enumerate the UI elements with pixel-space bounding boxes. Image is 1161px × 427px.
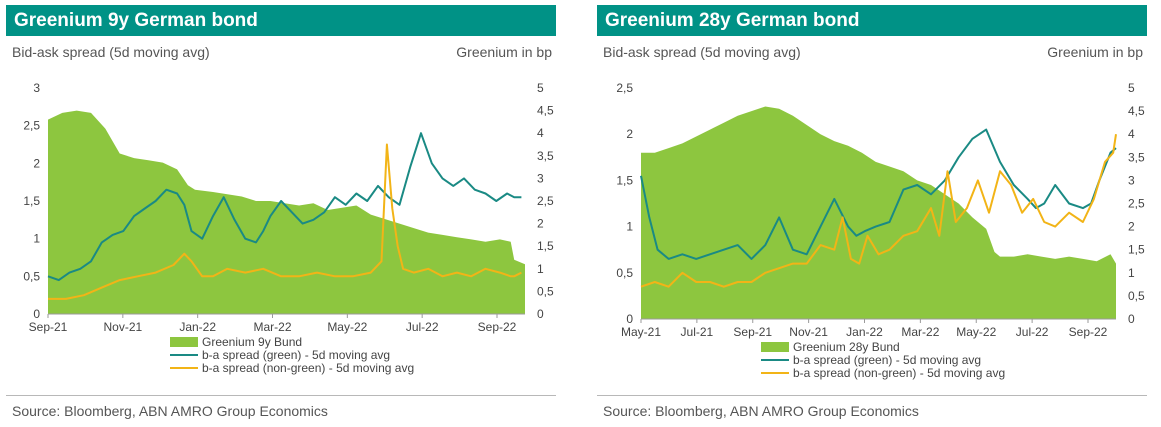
y-left-tick-label: 1: [33, 232, 40, 246]
y-left-tick-label: 3: [33, 81, 40, 95]
legend-label: Greenium 28y Bund: [793, 340, 900, 354]
x-tick-label: Jul-21: [681, 325, 714, 339]
right-axis-label: Greenium in bp: [456, 44, 552, 60]
y-right-tick-label: 2: [537, 217, 544, 231]
line-series-green-spread: [640, 128, 1117, 260]
y-right-tick-label: 4,5: [1128, 104, 1145, 118]
y-right-tick-label: 2: [1128, 220, 1135, 234]
y-right-tick-label: 3: [1128, 173, 1135, 187]
y-right-tick-label: 0,5: [537, 284, 554, 298]
y-right-tick-label: 0: [537, 307, 544, 321]
x-tick-label: Sep-22: [478, 320, 517, 334]
y-right-tick-label: 5: [537, 81, 544, 95]
y-right-tick-label: 1,5: [537, 239, 554, 253]
divider: [6, 395, 556, 396]
y-right-tick-label: 4: [1128, 127, 1135, 141]
y-right-tick-label: 1: [537, 262, 544, 276]
chart-28y: 0 0,5 1 1,5 2 2,5 0 0,5 1 1,5 2 2,5 3 3,5 4 4,5 5 May-21 J…: [616, 81, 1145, 380]
y-left-tick-label: 0,5: [23, 269, 40, 283]
y-left-tick-label: 2,5: [616, 81, 633, 95]
right-axis-label: Greenium in bp: [1047, 44, 1143, 60]
x-tick-label: Mar-22: [253, 320, 291, 334]
chart-title: Greenium 28y German bond: [597, 5, 1147, 36]
left-axis-label: Bid-ask spread (5d moving avg): [12, 44, 210, 60]
y-right-tick-label: 0,5: [1128, 289, 1145, 303]
legend-swatch: [761, 342, 789, 352]
y-left-tick-label: 0: [626, 312, 633, 326]
y-left-tick-label: 1: [626, 220, 633, 234]
legend-label: b-a spread (non-green) - 5d moving avg: [793, 366, 1005, 380]
x-tick-label: Sep-21: [29, 320, 68, 334]
source-note: Source: Bloomberg, ABN AMRO Group Econom…: [12, 403, 328, 419]
x-tick-label: Sep-22: [1069, 325, 1108, 339]
legend-label: Greenium 9y Bund: [202, 335, 302, 349]
x-tick-label: May-22: [956, 325, 996, 339]
y-right-tick-label: 1,5: [1128, 243, 1145, 257]
y-right-tick-label: 3,5: [537, 149, 554, 163]
chart-title: Greenium 9y German bond: [6, 5, 556, 36]
left-axis-label: Bid-ask spread (5d moving avg): [603, 44, 801, 60]
x-tick-label: Mar-22: [901, 325, 939, 339]
y-left-tick-label: 2,5: [23, 119, 40, 133]
x-tick-label: Jan-22: [179, 320, 216, 334]
chart-9y: 0 0,5 1 1,5 2 2,5 3 0 0,5 1 1,5 2 2,5 3 3,5 4 4,5 5 Sep-21…: [23, 81, 554, 375]
y-left-tick-label: 2: [626, 127, 633, 141]
y-right-tick-label: 2,5: [1128, 197, 1145, 211]
y-right-tick-label: 3: [537, 171, 544, 185]
y-right-tick-label: 3,5: [1128, 150, 1145, 164]
x-tick-label: May-21: [621, 325, 661, 339]
y-right-tick-label: 2,5: [537, 194, 554, 208]
y-left-tick-label: 0: [33, 307, 40, 321]
legend-label: b-a spread (non-green) - 5d moving avg: [202, 361, 414, 375]
area-series-greenium: [48, 110, 525, 314]
y-right-tick-label: 1: [1128, 266, 1135, 280]
x-tick-label: Jan-22: [846, 325, 883, 339]
y-right-tick-label: 4: [537, 126, 544, 140]
x-tick-label: Nov-21: [789, 325, 828, 339]
y-left-tick-label: 0,5: [616, 266, 633, 280]
line-series-nongreen-spread: [48, 143, 522, 300]
x-tick-label: Jul-22: [1016, 325, 1049, 339]
legend-swatch: [170, 337, 198, 347]
source-note: Source: Bloomberg, ABN AMRO Group Econom…: [603, 403, 919, 419]
area-series-greenium: [641, 106, 1116, 319]
x-tick-label: Jul-22: [406, 320, 439, 334]
y-left-tick-label: 2: [33, 156, 40, 170]
legend-label: b-a spread (green) - 5d moving avg: [202, 348, 390, 362]
chart-panel-28y: Greenium 28y German bond Bid-ask spread …: [591, 0, 1161, 427]
y-left-tick-label: 1,5: [616, 173, 633, 187]
x-tick-label: Nov-21: [103, 320, 142, 334]
x-tick-label: Sep-21: [733, 325, 772, 339]
divider: [597, 395, 1147, 396]
y-right-tick-label: 4,5: [537, 104, 554, 118]
chart-panel-9y: Greenium 9y German bond Bid-ask spread (…: [0, 0, 570, 427]
y-right-tick-label: 0: [1128, 312, 1135, 326]
y-left-tick-label: 1,5: [23, 194, 40, 208]
line-series-green-spread: [47, 132, 522, 282]
legend-label: b-a spread (green) - 5d moving avg: [793, 353, 981, 367]
y-right-tick-label: 5: [1128, 81, 1135, 95]
line-series-nongreen-spread: [640, 134, 1117, 288]
x-tick-label: May-22: [327, 320, 367, 334]
